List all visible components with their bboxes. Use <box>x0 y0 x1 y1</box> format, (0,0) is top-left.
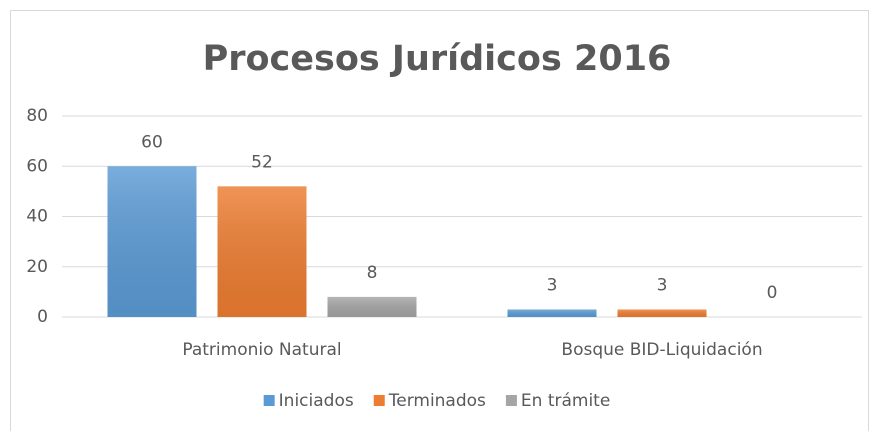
x-tick-label: Bosque BID-Liquidación <box>561 340 762 360</box>
y-tick-label: 60 <box>26 156 48 176</box>
legend-swatch <box>263 395 275 406</box>
y-tick-label: 20 <box>26 257 48 277</box>
bar-shade <box>107 166 197 317</box>
data-label: 60 <box>141 132 163 152</box>
chart-frame <box>10 10 869 431</box>
data-label: 0 <box>767 283 778 303</box>
legend-swatch <box>505 395 517 406</box>
y-tick-label: 80 <box>26 106 48 126</box>
bar-shade <box>617 309 707 317</box>
bar-shade <box>217 186 307 317</box>
chart-title: Procesos Jurídicos 2016 <box>203 39 672 79</box>
legend-label: En trámite <box>521 391 610 411</box>
legend-label: Terminados <box>388 391 486 411</box>
legend-label: Iniciados <box>279 391 354 411</box>
x-tick-label: Patrimonio Natural <box>182 340 341 360</box>
data-label: 3 <box>657 275 668 295</box>
y-tick-label: 0 <box>37 307 48 327</box>
data-label: 52 <box>251 152 273 172</box>
legend-swatch <box>373 395 385 406</box>
bar-shade <box>327 296 417 317</box>
bar-shade <box>507 309 597 317</box>
y-tick-label: 40 <box>26 207 48 227</box>
data-label: 3 <box>547 275 558 295</box>
data-label: 8 <box>367 263 378 283</box>
